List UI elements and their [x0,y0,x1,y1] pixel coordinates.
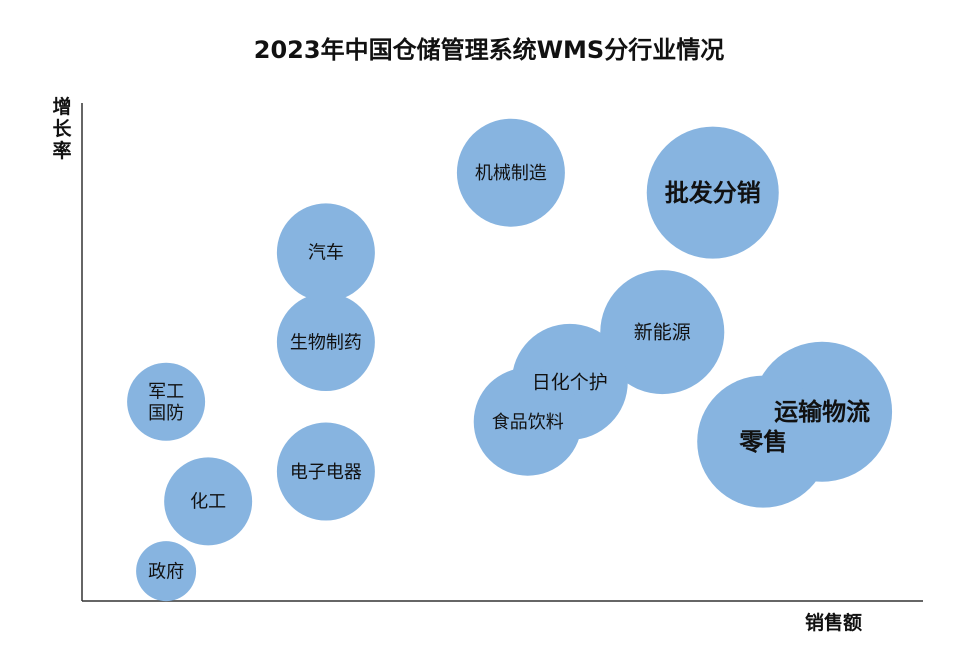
bubble-label-9: 日化个护 [532,372,608,394]
bubble-label-5: 汽车 [308,243,344,264]
bubble-label-7: 批发分销 [665,179,761,207]
bubble-3 [276,422,375,521]
bubble-label-1: 化工 [190,492,226,513]
bubble-0 [136,541,197,602]
bubble-12 [697,375,830,508]
bubble-10 [473,367,582,476]
bubble-label-0: 政府 [148,561,184,582]
bubble-8 [600,270,725,395]
bubble-label-8: 新能源 [634,322,691,344]
bubble-1 [164,457,253,546]
bubble-label-2: 军工国防 [148,381,184,424]
bubble-4 [276,293,375,392]
bubble-label-6: 机械制造 [475,163,547,184]
bubble-label-3: 电子电器 [290,462,362,483]
x-axis-label: 销售额 [805,612,863,634]
bubble-label-10: 食品饮料 [492,412,564,433]
bubble-label-4: 生物制药 [290,332,362,353]
chart-title: 2023年中国仓储管理系统WMS分行业情况 [253,36,725,64]
bubble-5 [276,203,375,302]
bubble-7 [646,126,779,259]
bubble-6 [456,118,565,227]
bubble-label-11: 运输物流 [774,398,870,426]
y-axis-label: 增长率 [52,96,72,162]
bubble-label-12: 零售 [738,428,787,456]
bubble-2 [127,362,206,441]
